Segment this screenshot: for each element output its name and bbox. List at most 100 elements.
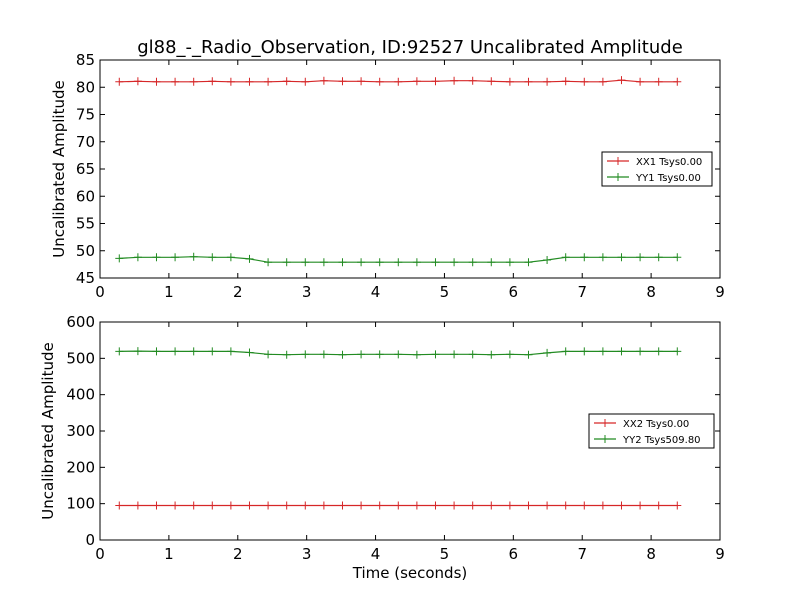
legend-marker: [601, 435, 609, 443]
legend-box: [588, 413, 715, 449]
y-tick-label: 0: [85, 531, 95, 549]
data-point: [487, 501, 496, 510]
legend-label: YY1 Tsys0.00: [635, 173, 701, 184]
data-point: [357, 77, 366, 86]
data-point: [208, 501, 217, 510]
data-point: [394, 258, 403, 267]
x-tick-label: 3: [302, 283, 312, 301]
data-point: [133, 501, 142, 510]
y-axis-label: Uncalibrated Amplitude: [39, 342, 57, 519]
x-tick-label: 0: [95, 545, 105, 563]
data-point: [226, 253, 235, 262]
y-tick-label: 70: [76, 133, 95, 151]
data-point: [561, 501, 570, 510]
data-point: [543, 501, 552, 510]
data-point: [487, 258, 496, 267]
y-tick-label: 300: [66, 422, 95, 440]
data-point: [617, 76, 626, 85]
x-tick-label: 8: [646, 283, 656, 301]
data-point: [301, 258, 310, 267]
data-point: [152, 347, 161, 356]
data-point: [319, 258, 328, 267]
data-point: [580, 77, 589, 86]
x-tick-label: 8: [646, 545, 656, 563]
data-point: [673, 347, 682, 356]
data-point: [115, 254, 124, 263]
data-point: [245, 348, 254, 357]
x-tick-label: 2: [233, 545, 243, 563]
data-point: [431, 77, 440, 86]
legend-label: XX2 Tsys0.00: [623, 419, 689, 430]
data-point: [673, 253, 682, 262]
data-point: [189, 77, 198, 86]
data-point: [189, 347, 198, 356]
data-point: [208, 347, 217, 356]
data-point: [319, 350, 328, 359]
data-point: [673, 501, 682, 510]
data-point: [524, 258, 533, 267]
data-point: [450, 76, 459, 85]
legend-marker: [601, 419, 609, 427]
data-point: [580, 253, 589, 262]
data-point: [152, 253, 161, 262]
data-point: [264, 77, 273, 86]
data-point: [115, 77, 124, 86]
x-tick-label: 9: [715, 283, 725, 301]
y-tick-label: 400: [66, 386, 95, 404]
data-point: [505, 501, 514, 510]
data-point: [543, 77, 552, 86]
x-tick-label: 5: [440, 283, 450, 301]
x-tick-label: 3: [302, 545, 312, 563]
data-point: [189, 252, 198, 261]
data-point: [431, 258, 440, 267]
data-point: [636, 253, 645, 262]
y-tick-label: 75: [76, 106, 95, 124]
data-point: [301, 501, 310, 510]
chart-title: gl88_-_Radio_Observation, ID:92527 Uncal…: [137, 37, 683, 58]
bottom-plot-panel: 0 1 2 3 4 5 6 7 8 9 0 100 200 300 400 500 600 Uncalibrate…: [39, 313, 725, 563]
data-point: [282, 258, 291, 267]
data-point: [133, 77, 142, 86]
data-point: [654, 77, 663, 86]
x-tick-label: 7: [577, 283, 587, 301]
data-point: [412, 350, 421, 359]
data-point: [226, 501, 235, 510]
data-point: [636, 347, 645, 356]
data-point: [282, 350, 291, 359]
data-point: [189, 501, 198, 510]
data-point: [636, 77, 645, 86]
x-tick-label: 4: [371, 283, 381, 301]
data-point: [617, 347, 626, 356]
data-point: [505, 77, 514, 86]
data-point: [394, 501, 403, 510]
data-point: [319, 501, 328, 510]
data-point: [580, 347, 589, 356]
data-point: [468, 258, 477, 267]
y-axis-label: Uncalibrated Amplitude: [50, 80, 68, 257]
data-point: [468, 76, 477, 85]
data-point: [468, 501, 477, 510]
data-point: [338, 77, 347, 86]
data-point: [301, 350, 310, 359]
data-point: [524, 77, 533, 86]
x-tick-label: 5: [440, 545, 450, 563]
data-point: [133, 253, 142, 262]
data-point: [394, 77, 403, 86]
y-tick-label: 80: [76, 78, 95, 96]
data-point: [598, 253, 607, 262]
data-point: [524, 501, 533, 510]
data-point: [226, 77, 235, 86]
y-tick-label: 600: [66, 313, 95, 331]
data-point: [338, 258, 347, 267]
data-point: [152, 77, 161, 86]
data-point: [245, 77, 254, 86]
data-point: [450, 501, 459, 510]
data-point: [524, 350, 533, 359]
x-tick-label: 0: [95, 283, 105, 301]
data-point: [412, 258, 421, 267]
data-point: [617, 501, 626, 510]
y-tick-label: 100: [66, 495, 95, 513]
y-tick-label: 200: [66, 458, 95, 476]
data-point: [282, 77, 291, 86]
